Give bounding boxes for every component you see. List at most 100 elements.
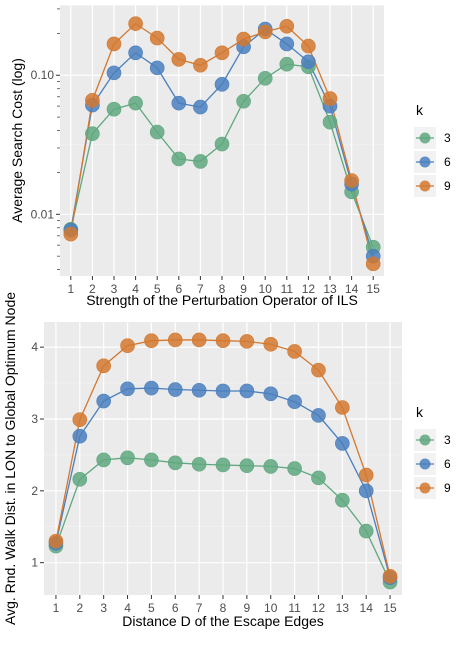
- data-point-k6: [239, 383, 255, 399]
- data-point-k6: [167, 382, 183, 397]
- y-axis-title: Average Search Cost (log): [9, 58, 25, 223]
- x-tick-label: 13: [323, 282, 337, 296]
- data-point-k6: [191, 382, 207, 398]
- legend-key-point: [419, 458, 431, 470]
- x-tick-label: 10: [259, 282, 273, 296]
- data-point-k9: [128, 16, 143, 31]
- x-tick-label: 10: [264, 601, 278, 615]
- data-point-k6: [149, 60, 165, 76]
- data-point-k3: [167, 455, 183, 471]
- legend-key-point: [419, 434, 431, 446]
- x-tick-label: 14: [345, 282, 359, 296]
- data-point-k6: [193, 99, 208, 115]
- x-tick-label: 14: [360, 601, 374, 615]
- data-point-k3: [257, 71, 273, 86]
- x-tick-label: 11: [281, 282, 294, 296]
- data-point-k9: [236, 31, 251, 47]
- data-point-k9: [85, 93, 100, 108]
- data-point-k6: [287, 394, 302, 410]
- data-point-k3: [171, 151, 187, 167]
- y-axis-title: Avg. Rnd. Walk Dist. in LON to Global Op…: [2, 292, 18, 625]
- data-point-k3: [215, 457, 231, 473]
- data-point-k9: [120, 338, 135, 354]
- data-point-k3: [358, 523, 374, 539]
- data-point-k9: [301, 38, 316, 54]
- legend-title: k: [416, 102, 424, 118]
- data-point-k3: [128, 95, 143, 111]
- x-tick-label: 4: [132, 282, 139, 296]
- data-point-k9: [239, 334, 255, 349]
- data-point-k3: [279, 56, 295, 72]
- data-point-k9: [382, 569, 398, 584]
- legend-label-k3: 3: [444, 433, 451, 447]
- x-tick-label: 7: [197, 282, 204, 296]
- legend-label-k3: 3: [444, 131, 451, 145]
- data-point-k6: [279, 36, 295, 52]
- data-point-k6: [144, 380, 159, 396]
- data-point-k9: [167, 332, 183, 348]
- data-point-k9: [144, 333, 159, 348]
- x-axis-title: Distance D of the Escape Edges: [122, 613, 324, 629]
- data-point-k9: [287, 344, 302, 359]
- x-axis-title: Strength of the Perturbation Operator of…: [86, 292, 358, 308]
- data-point-k6: [301, 54, 316, 70]
- legend-title: k: [416, 404, 424, 420]
- data-point-k6: [96, 393, 111, 409]
- data-point-k3: [120, 450, 135, 466]
- data-point-k9: [335, 400, 350, 415]
- data-point-k3: [193, 154, 208, 169]
- data-point-k9: [263, 336, 279, 352]
- data-point-k3: [287, 461, 302, 476]
- legend-key-point: [419, 180, 431, 192]
- data-point-k6: [263, 386, 279, 402]
- y-tick-label: 2: [31, 484, 38, 498]
- data-point-k3: [335, 492, 350, 508]
- x-tick-label: 9: [244, 601, 251, 615]
- x-tick-label: 4: [124, 601, 131, 615]
- legend-label-k9: 9: [444, 481, 451, 495]
- data-point-k3: [144, 452, 159, 468]
- data-point-k6: [72, 428, 88, 444]
- data-point-k9: [279, 18, 295, 34]
- data-point-k9: [96, 358, 111, 374]
- data-point-k9: [72, 412, 88, 428]
- legend-label-k6: 6: [444, 457, 451, 471]
- data-point-k9: [344, 173, 359, 188]
- data-point-k3: [263, 459, 279, 474]
- data-point-k3: [236, 93, 251, 109]
- x-tick-label: 13: [336, 601, 350, 615]
- x-tick-label: 5: [154, 282, 161, 296]
- x-tick-label: 3: [100, 601, 107, 615]
- data-point-k9: [106, 36, 122, 52]
- x-tick-label: 1: [53, 601, 60, 615]
- data-point-k9: [191, 332, 207, 348]
- data-point-k6: [335, 436, 350, 451]
- legend-key-point: [419, 156, 431, 168]
- x-tick-label: 1: [67, 282, 74, 296]
- x-tick-label: 6: [175, 282, 182, 296]
- y-tick-label: 0.01: [31, 207, 55, 221]
- x-tick-label: 11: [288, 601, 301, 615]
- data-point-k3: [149, 124, 165, 140]
- x-tick-label: 8: [220, 601, 227, 615]
- x-tick-label: 2: [89, 282, 96, 296]
- x-tick-label: 8: [219, 282, 226, 296]
- data-point-k6: [358, 483, 374, 499]
- data-point-k9: [257, 24, 273, 40]
- data-point-k3: [106, 101, 122, 117]
- data-point-k3: [85, 126, 100, 141]
- data-point-k9: [63, 226, 79, 242]
- y-tick-label: 4: [31, 340, 38, 354]
- y-tick-label: 3: [31, 412, 38, 426]
- data-point-k9: [322, 91, 338, 106]
- data-point-k3: [239, 458, 255, 473]
- x-tick-label: 15: [383, 601, 397, 615]
- data-point-k3: [72, 472, 88, 487]
- data-point-k6: [214, 77, 230, 92]
- data-point-k9: [365, 256, 381, 272]
- data-point-k6: [311, 408, 326, 423]
- legend-key-point: [419, 132, 431, 144]
